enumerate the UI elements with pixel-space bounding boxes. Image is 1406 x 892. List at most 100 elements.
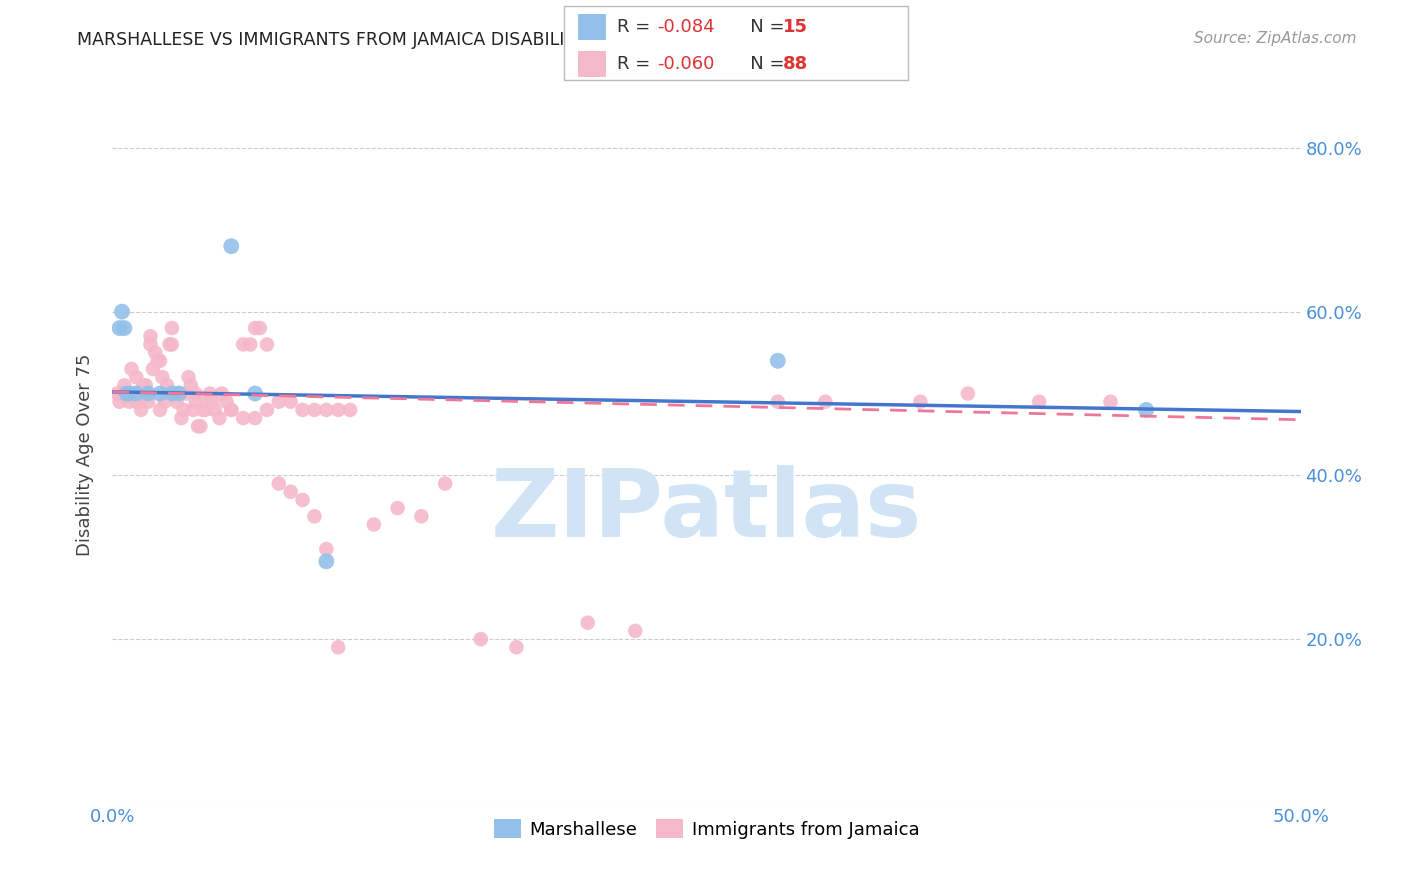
Point (624, 624, 647, 638)
Point (304, 509, 326, 524)
Point (576, 615, 599, 630)
Point (111, 304, 134, 318)
Point (167, 386, 190, 401)
Text: R =: R = (617, 55, 657, 73)
Point (105, 386, 128, 401)
Point (339, 403, 361, 417)
Point (239, 337, 262, 351)
Text: -0.084: -0.084 (657, 18, 714, 36)
Point (111, 386, 134, 401)
Point (411, 509, 433, 524)
Point (122, 386, 145, 401)
Point (139, 337, 162, 351)
Point (112, 321, 135, 335)
Text: -0.060: -0.060 (657, 55, 714, 73)
Point (304, 403, 326, 417)
Point (118, 386, 141, 401)
Point (1099, 394, 1122, 409)
Point (108, 321, 131, 335)
Legend: Marshallese, Immigrants from Jamaica: Marshallese, Immigrants from Jamaica (486, 812, 927, 846)
Point (249, 321, 271, 335)
Point (204, 403, 226, 417)
Point (166, 394, 188, 409)
Text: 15: 15 (783, 18, 808, 36)
Text: N =: N = (733, 18, 790, 36)
Y-axis label: Disability Age Over 75: Disability Age Over 75 (76, 353, 94, 557)
Point (129, 403, 152, 417)
Point (814, 394, 837, 409)
Point (160, 337, 183, 351)
Point (118, 394, 141, 409)
Point (211, 386, 233, 401)
Point (180, 378, 202, 392)
Point (1028, 394, 1050, 409)
Point (173, 403, 195, 417)
Point (328, 403, 350, 417)
Point (766, 353, 789, 368)
Point (219, 403, 243, 417)
Point (142, 362, 165, 376)
Point (187, 419, 209, 434)
Point (184, 394, 207, 409)
Point (160, 321, 183, 335)
Text: MARSHALLESE VS IMMIGRANTS FROM JAMAICA DISABILITY AGE OVER 75 CORRELATION CHART: MARSHALLESE VS IMMIGRANTS FROM JAMAICA D… (77, 31, 903, 49)
Point (280, 394, 302, 409)
Point (766, 394, 789, 409)
Point (363, 517, 385, 532)
Point (160, 386, 183, 401)
Point (136, 394, 159, 409)
Point (328, 640, 350, 655)
Point (243, 411, 266, 425)
Point (219, 403, 243, 417)
Point (156, 378, 179, 392)
Point (198, 386, 221, 401)
Point (280, 484, 302, 499)
Point (115, 386, 138, 401)
Point (291, 403, 314, 417)
Point (201, 394, 224, 409)
Point (256, 337, 278, 351)
Point (208, 411, 231, 425)
Point (150, 370, 173, 384)
Point (125, 394, 148, 409)
Point (315, 554, 337, 568)
Point (956, 386, 979, 401)
Point (267, 476, 290, 491)
Point (136, 386, 159, 401)
Point (232, 411, 254, 425)
Point (1135, 403, 1157, 417)
Point (181, 403, 204, 417)
Point (125, 386, 148, 401)
Point (132, 378, 155, 392)
Point (149, 353, 172, 368)
Point (291, 492, 314, 507)
Text: R =: R = (617, 18, 657, 36)
Point (232, 337, 254, 351)
Text: ZIPatlas: ZIPatlas (491, 465, 922, 557)
Point (191, 403, 214, 417)
Point (115, 386, 138, 401)
Point (177, 370, 200, 384)
Point (470, 632, 492, 646)
Point (143, 345, 166, 359)
Point (149, 403, 172, 417)
Point (190, 419, 212, 434)
Point (910, 394, 932, 409)
Point (243, 321, 266, 335)
Point (184, 386, 207, 401)
Point (153, 394, 176, 409)
Point (315, 542, 337, 557)
Point (163, 386, 186, 401)
Point (146, 353, 169, 368)
Point (125, 370, 148, 384)
Text: N =: N = (733, 55, 790, 73)
Point (434, 476, 457, 491)
Text: 88: 88 (783, 55, 808, 73)
Text: Source: ZipAtlas.com: Source: ZipAtlas.com (1194, 31, 1357, 46)
Point (197, 394, 219, 409)
Point (167, 386, 190, 401)
Point (505, 640, 527, 655)
Point (108, 394, 131, 409)
Point (256, 403, 278, 417)
Point (267, 394, 290, 409)
